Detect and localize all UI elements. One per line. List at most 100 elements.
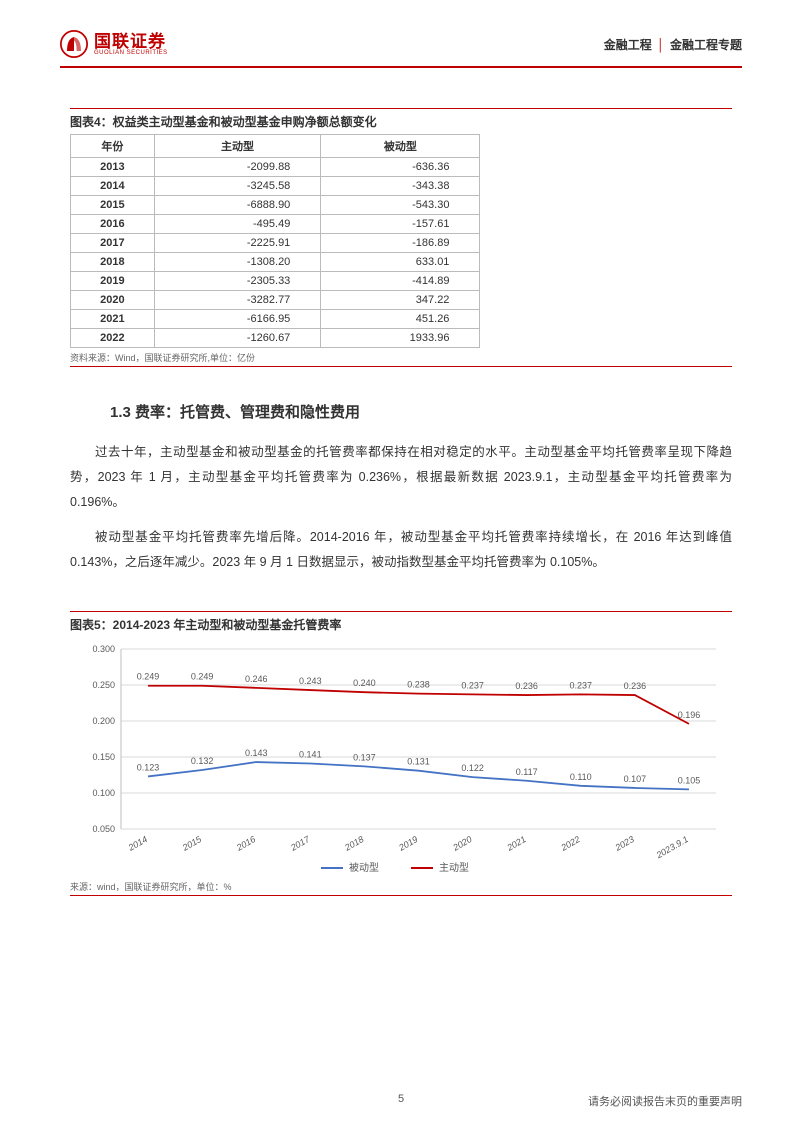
cell-active: -3245.58 <box>154 177 321 196</box>
svg-text:0.237: 0.237 <box>461 680 484 690</box>
table-header: 主动型 <box>154 135 321 158</box>
cell-passive: 1933.96 <box>321 329 480 348</box>
cell-active: -2305.33 <box>154 272 321 291</box>
paragraph-2: 被动型基金平均托管费率先增后降。2014-2016 年，被动型基金平均托管费率持… <box>70 525 732 575</box>
svg-text:2014: 2014 <box>126 834 149 853</box>
cell-active: -2225.91 <box>154 234 321 253</box>
cell-year: 2019 <box>71 272 155 291</box>
svg-text:2023.9.1: 2023.9.1 <box>654 834 690 861</box>
svg-text:2017: 2017 <box>288 834 312 854</box>
svg-text:0.249: 0.249 <box>137 672 160 682</box>
svg-text:0.141: 0.141 <box>299 749 322 759</box>
svg-text:0.238: 0.238 <box>407 680 430 690</box>
header-cat-a: 金融工程 <box>604 38 652 52</box>
paragraph-1: 过去十年，主动型基金和被动型基金的托管费率都保持在相对稳定的水平。主动型基金平均… <box>70 440 732 515</box>
cell-year: 2014 <box>71 177 155 196</box>
table-row: 2019-2305.33-414.89 <box>71 272 480 291</box>
figure-4-title: 图表4：权益类主动型基金和被动型基金申购净额总额变化 <box>70 108 732 134</box>
svg-text:0.200: 0.200 <box>92 716 115 726</box>
svg-text:0.123: 0.123 <box>137 762 160 772</box>
cell-active: -3282.77 <box>154 291 321 310</box>
header-cat-b: 金融工程专题 <box>670 38 742 52</box>
table-header: 年份 <box>71 135 155 158</box>
cell-active: -495.49 <box>154 215 321 234</box>
svg-text:0.243: 0.243 <box>299 676 322 686</box>
cell-active: -1260.67 <box>154 329 321 348</box>
svg-text:0.131: 0.131 <box>407 757 430 767</box>
figure-5: 图表5：2014-2023 年主动型和被动型基金托管费率 0.0500.1000… <box>70 611 732 896</box>
svg-text:0.110: 0.110 <box>570 772 592 782</box>
logo-cn: 国联证券 <box>94 33 168 50</box>
cell-passive: -157.61 <box>321 215 480 234</box>
cell-passive: -543.30 <box>321 196 480 215</box>
cell-passive: -343.38 <box>321 177 480 196</box>
header-category: 金融工程 │ 金融工程专题 <box>604 36 742 53</box>
svg-text:0.050: 0.050 <box>92 824 115 834</box>
table-4: 年份主动型被动型2013-2099.88-636.362014-3245.58-… <box>70 134 480 348</box>
svg-text:2016: 2016 <box>234 834 257 853</box>
cell-year: 2018 <box>71 253 155 272</box>
cell-active: -2099.88 <box>154 158 321 177</box>
svg-text:0.196: 0.196 <box>678 710 701 720</box>
svg-text:2018: 2018 <box>342 834 365 853</box>
svg-text:0.150: 0.150 <box>92 752 115 762</box>
cell-active: -1308.20 <box>154 253 321 272</box>
svg-text:0.132: 0.132 <box>191 756 214 766</box>
logo-text: 国联证券 GUOLIAN SECURITIES <box>94 33 168 56</box>
cell-year: 2017 <box>71 234 155 253</box>
table-row: 2014-3245.58-343.38 <box>71 177 480 196</box>
svg-text:0.240: 0.240 <box>353 678 376 688</box>
cell-year: 2022 <box>71 329 155 348</box>
table-row: 2020-3282.77347.22 <box>71 291 480 310</box>
footer-disclaimer: 请务必阅读报告末页的重要声明 <box>588 1093 742 1109</box>
cell-year: 2021 <box>71 310 155 329</box>
svg-text:0.250: 0.250 <box>92 680 115 690</box>
svg-text:主动型: 主动型 <box>439 861 469 874</box>
cell-active: -6888.90 <box>154 196 321 215</box>
svg-text:0.117: 0.117 <box>516 767 538 777</box>
cell-year: 2015 <box>71 196 155 215</box>
cell-passive: -186.89 <box>321 234 480 253</box>
table-row: 2021-6166.95451.26 <box>71 310 480 329</box>
logo: 国联证券 GUOLIAN SECURITIES <box>60 30 168 58</box>
svg-text:0.105: 0.105 <box>678 775 701 785</box>
line-chart: 0.0500.1000.1500.2000.2500.3002014201520… <box>70 637 732 877</box>
svg-text:2021: 2021 <box>504 834 527 853</box>
page-header: 国联证券 GUOLIAN SECURITIES 金融工程 │ 金融工程专题 <box>60 30 742 68</box>
figure-4-source: 资料来源：Wind，国联证券研究所,单位：亿份 <box>70 351 732 367</box>
table-row: 2013-2099.88-636.36 <box>71 158 480 177</box>
svg-text:2023: 2023 <box>613 834 636 853</box>
cell-passive: 347.22 <box>321 291 480 310</box>
svg-text:0.143: 0.143 <box>245 748 268 758</box>
figure-4: 图表4：权益类主动型基金和被动型基金申购净额总额变化 年份主动型被动型2013-… <box>70 108 732 367</box>
svg-text:0.246: 0.246 <box>245 674 268 684</box>
content: 图表4：权益类主动型基金和被动型基金申购净额总额变化 年份主动型被动型2013-… <box>60 108 742 896</box>
cell-passive: 633.01 <box>321 253 480 272</box>
svg-text:0.107: 0.107 <box>624 774 647 784</box>
company-logo-icon <box>60 30 88 58</box>
table-row: 2022-1260.671933.96 <box>71 329 480 348</box>
svg-text:被动型: 被动型 <box>349 861 379 874</box>
svg-text:0.236: 0.236 <box>515 681 538 691</box>
page-number: 5 <box>398 1093 404 1105</box>
cell-passive: -414.89 <box>321 272 480 291</box>
cell-active: -6166.95 <box>154 310 321 329</box>
svg-text:0.236: 0.236 <box>624 681 647 691</box>
table-row: 2015-6888.90-543.30 <box>71 196 480 215</box>
cell-passive: -636.36 <box>321 158 480 177</box>
figure-5-source: 来源：wind，国联证券研究所，单位：% <box>70 880 732 896</box>
svg-text:0.137: 0.137 <box>353 752 376 762</box>
page: 国联证券 GUOLIAN SECURITIES 金融工程 │ 金融工程专题 图表… <box>0 0 802 1133</box>
cell-year: 2016 <box>71 215 155 234</box>
svg-text:2019: 2019 <box>396 834 419 853</box>
section-title: 1.3 费率：托管费、管理费和隐性费用 <box>110 401 732 422</box>
cell-year: 2020 <box>71 291 155 310</box>
cell-year: 2013 <box>71 158 155 177</box>
svg-text:0.122: 0.122 <box>461 763 484 773</box>
svg-text:2020: 2020 <box>450 834 473 853</box>
svg-text:0.249: 0.249 <box>191 672 214 682</box>
figure-5-title: 图表5：2014-2023 年主动型和被动型基金托管费率 <box>70 611 732 637</box>
svg-text:0.300: 0.300 <box>92 644 115 654</box>
svg-text:0.237: 0.237 <box>570 680 593 690</box>
table-header: 被动型 <box>321 135 480 158</box>
